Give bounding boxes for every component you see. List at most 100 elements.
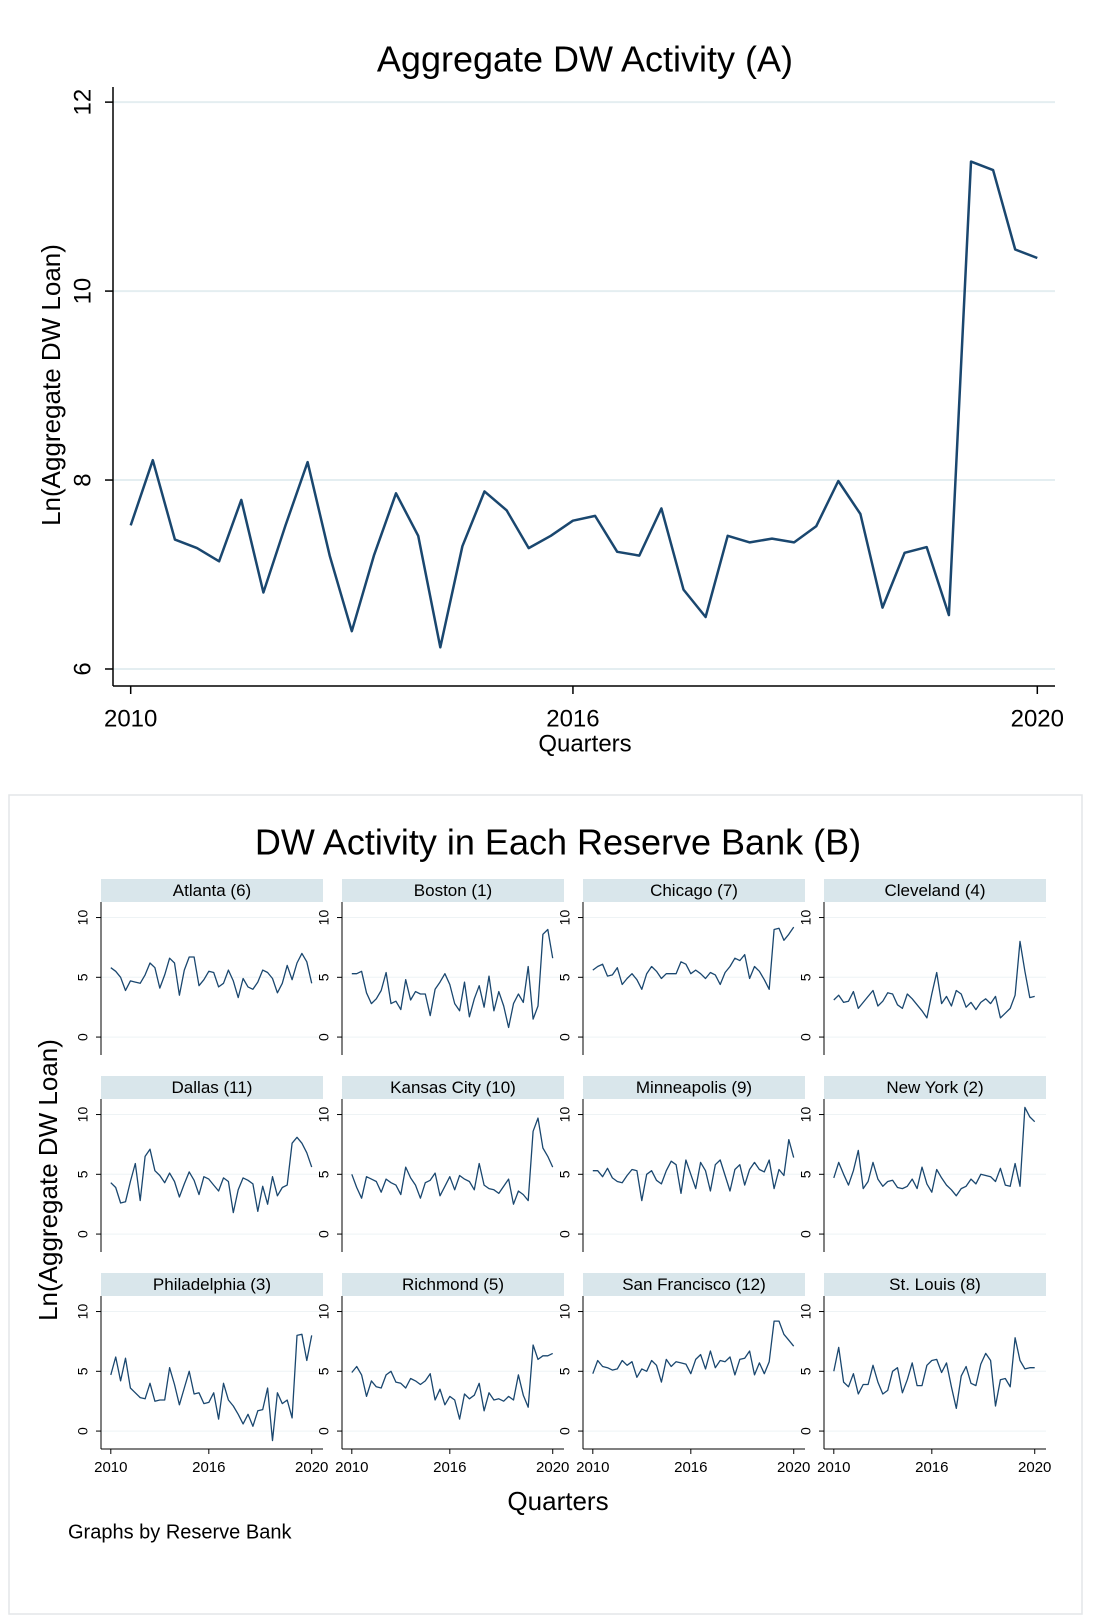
y-tick-label: 0	[557, 1427, 573, 1435]
x-axis-label: Quarters	[507, 1486, 608, 1516]
y-tick-label: 10	[75, 1304, 91, 1320]
line	[110, 1136, 313, 1214]
y-tick-label: 5	[316, 1367, 332, 1375]
line	[351, 1117, 554, 1205]
y-tick-label: 10	[798, 1107, 814, 1123]
y-tick-label: 5	[557, 1367, 573, 1375]
y-axis-label: Ln(Aggregate DW Loan)	[33, 1039, 63, 1321]
y-tick-label: 0	[316, 1427, 332, 1435]
x-tick-label: 2010	[94, 1459, 127, 1476]
x-tick-label: 2010	[335, 1459, 368, 1476]
y-tick-label: 10	[316, 910, 332, 926]
line	[351, 928, 554, 1029]
y-tick-label: 0	[798, 1033, 814, 1041]
x-tick-label: 2010	[817, 1459, 850, 1476]
line	[833, 940, 1035, 1019]
y-tick-label: 8	[69, 473, 96, 486]
panel-strip	[824, 879, 1046, 902]
y-tick-label: 10	[69, 278, 96, 305]
x-tick-label: 2010	[576, 1459, 609, 1476]
y-tick-label: 5	[557, 973, 573, 981]
y-tick-label: 10	[75, 1107, 91, 1123]
panel-title: Chicago (7)	[650, 881, 738, 900]
line	[110, 952, 313, 999]
panel-title: Boston (1)	[414, 881, 492, 900]
y-tick-label: 10	[316, 1107, 332, 1123]
panel-strip	[824, 1273, 1046, 1296]
y-tick-label: 0	[316, 1230, 332, 1238]
y-tick-label: 0	[798, 1230, 814, 1238]
y-tick-label: 5	[798, 1170, 814, 1178]
panel-strip	[583, 1076, 805, 1099]
line	[592, 926, 795, 990]
y-tick-label: 5	[316, 1170, 332, 1178]
y-tick-label: 0	[557, 1230, 573, 1238]
panel-strip	[101, 879, 323, 902]
y-tick-label: 10	[557, 1107, 573, 1123]
y-tick-label: 0	[798, 1427, 814, 1435]
panel-title: New York (2)	[886, 1078, 983, 1097]
x-tick-label: 2020	[1011, 705, 1064, 732]
panel-strip	[583, 1273, 805, 1296]
chart-title: DW Activity in Each Reserve Bank (B)	[255, 822, 861, 863]
y-tick-label: 5	[798, 973, 814, 981]
x-tick-label: 2016	[192, 1459, 225, 1476]
y-tick-label: 10	[557, 1304, 573, 1320]
y-tick-label: 5	[316, 973, 332, 981]
panel-title: Philadelphia (3)	[153, 1275, 271, 1294]
line	[110, 1333, 313, 1442]
panel-strip	[101, 1076, 323, 1099]
panel-strip	[342, 1076, 564, 1099]
y-tick-label: 5	[75, 1367, 91, 1375]
y-tick-label: 10	[798, 1304, 814, 1320]
y-tick-label: 10	[798, 910, 814, 926]
x-tick-label: 2016	[433, 1459, 466, 1476]
panel-title: St. Louis (8)	[889, 1275, 981, 1294]
line	[833, 1337, 1035, 1410]
line	[592, 1138, 795, 1202]
panel-strip	[342, 879, 564, 902]
panel-title: Kansas City (10)	[390, 1078, 516, 1097]
y-tick-label: 5	[557, 1170, 573, 1178]
y-tick-label: 5	[75, 973, 91, 981]
panel-strip	[101, 1273, 323, 1296]
y-tick-label: 0	[75, 1033, 91, 1041]
y-tick-label: 12	[69, 89, 96, 116]
panel-title: San Francisco (12)	[622, 1275, 766, 1294]
y-tick-label: 6	[69, 662, 96, 675]
x-tick-label: 2020	[1018, 1459, 1051, 1476]
y-tick-label: 0	[75, 1427, 91, 1435]
x-tick-label: 2016	[674, 1459, 707, 1476]
x-tick-label: 2020	[777, 1459, 810, 1476]
line	[592, 1320, 795, 1383]
x-axis-label: Quarters	[538, 730, 631, 757]
panel-strip	[824, 1076, 1046, 1099]
y-tick-label: 10	[75, 910, 91, 926]
x-tick-label: 2016	[915, 1459, 948, 1476]
panel-title: Atlanta (6)	[173, 881, 251, 900]
note: Graphs by Reserve Bank	[68, 1521, 292, 1543]
line	[129, 160, 1038, 649]
panel-title: Cleveland (4)	[884, 881, 985, 900]
y-tick-label: 5	[798, 1367, 814, 1375]
chart-title: Aggregate DW Activity (A)	[377, 39, 793, 80]
panel-b-frame	[8, 794, 1083, 1615]
y-tick-label: 10	[557, 910, 573, 926]
y-tick-label: 0	[316, 1033, 332, 1041]
panel-title: Richmond (5)	[402, 1275, 504, 1294]
x-tick-label: 2020	[536, 1459, 569, 1476]
line	[351, 1344, 553, 1420]
panel-title: Dallas (11)	[172, 1078, 253, 1097]
panel-title: Minneapolis (9)	[636, 1078, 752, 1097]
line	[833, 1106, 1036, 1197]
x-tick-label: 2020	[295, 1459, 328, 1476]
y-tick-label: 0	[75, 1230, 91, 1238]
panel-strip	[583, 879, 805, 902]
x-tick-label: 2010	[104, 705, 157, 732]
y-tick-label: 10	[316, 1304, 332, 1320]
panel-strip	[342, 1273, 564, 1296]
y-tick-label: 0	[557, 1033, 573, 1041]
x-tick-label: 2016	[546, 705, 599, 732]
y-axis-label: Ln(Aggregate DW Loan)	[36, 244, 66, 526]
